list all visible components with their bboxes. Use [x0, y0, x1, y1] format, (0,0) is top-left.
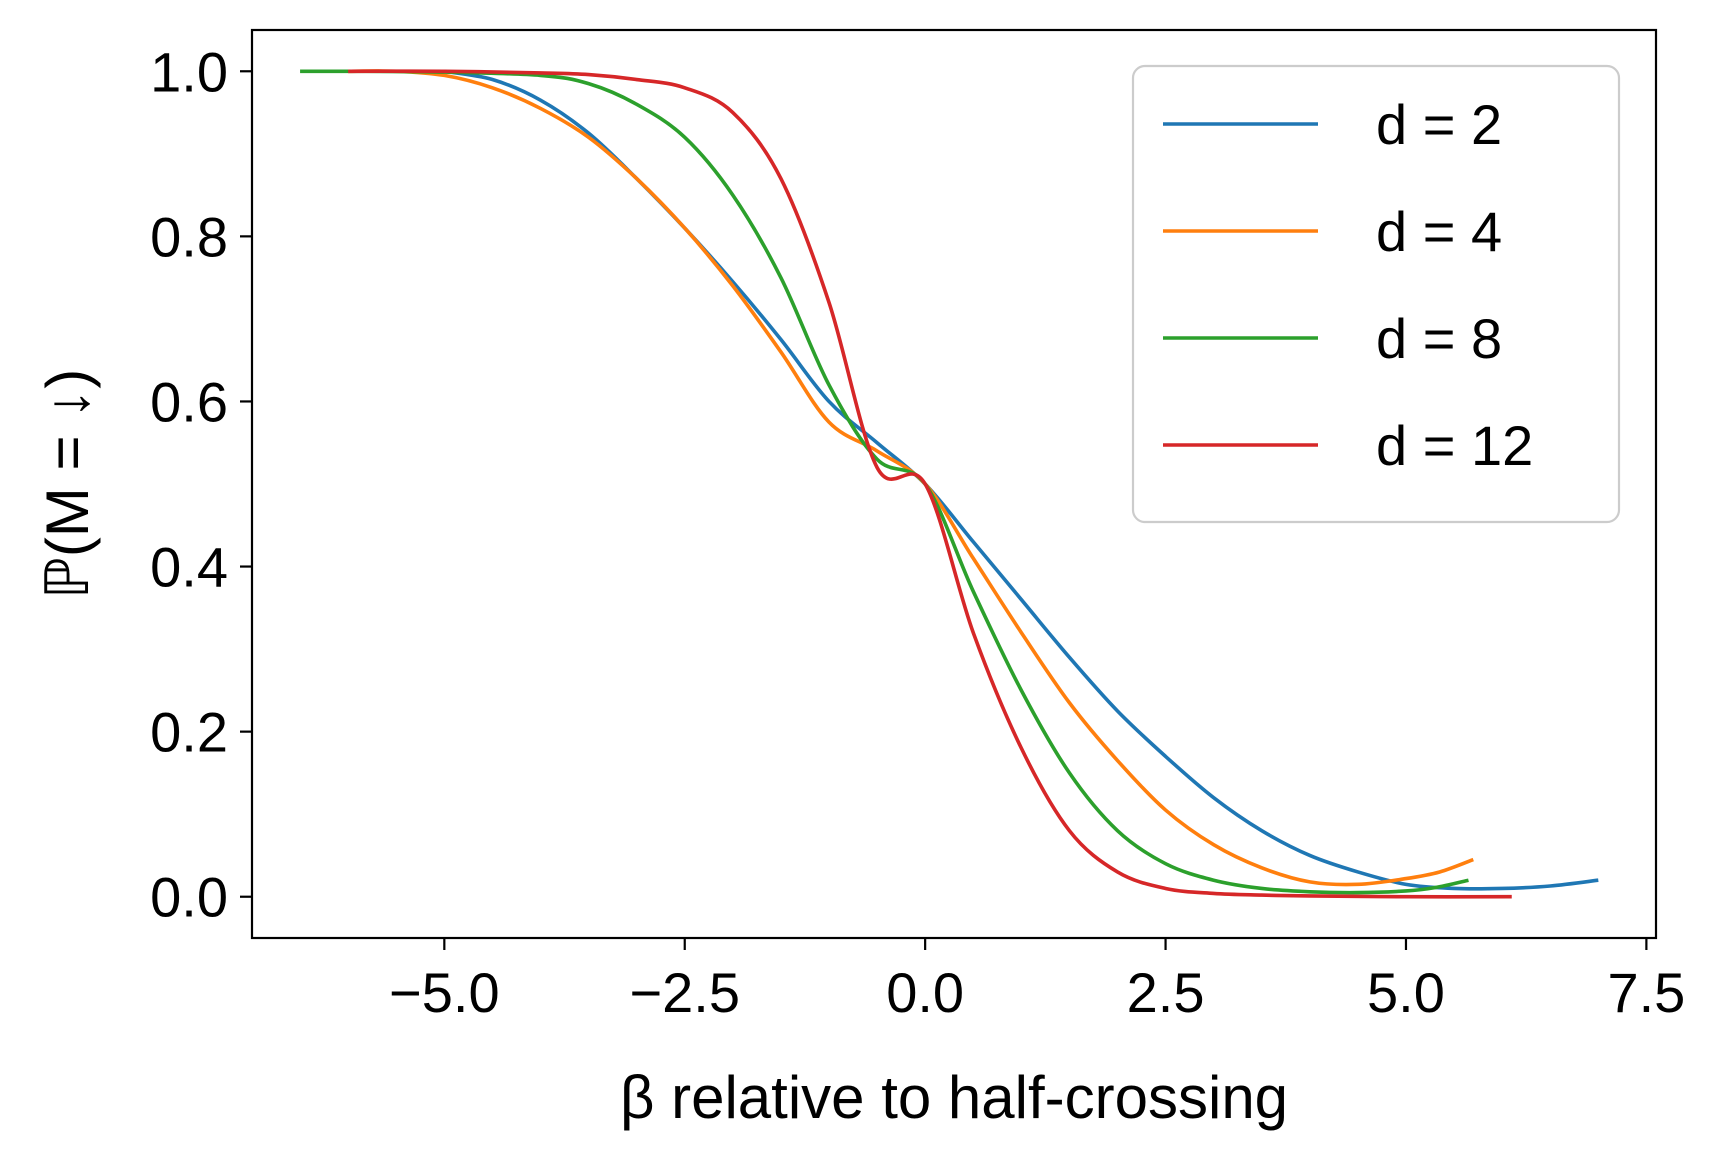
y-tick-label: 0.8	[150, 205, 228, 268]
x-tick-label: 2.5	[1127, 961, 1205, 1024]
x-tick-label: 5.0	[1367, 961, 1445, 1024]
series-line-4	[348, 69, 1512, 899]
x-tick-label: 0.0	[886, 961, 964, 1024]
y-axis-label: ℙ(M = ↓)	[34, 369, 101, 599]
y-tick-label: 0.6	[150, 370, 228, 433]
series-lines	[300, 69, 1599, 899]
legend-frame	[1131, 64, 1621, 524]
x-axis-label: β relative to half-crossing	[620, 1064, 1288, 1131]
y-tick-label: 0.0	[150, 866, 228, 929]
legend-label-3: d = 8	[1376, 307, 1502, 370]
legend-label-4: d = 12	[1376, 414, 1533, 477]
legend-label-2: d = 4	[1376, 200, 1502, 263]
plot-frame	[250, 28, 1658, 940]
x-tick-label: −2.5	[629, 961, 740, 1024]
x-tick-label: −5.0	[389, 961, 500, 1024]
x-axis-ticks: −5.0 −2.5 0.0 2.5 5.0 7.5	[389, 938, 1685, 1024]
y-tick-label: 1.0	[150, 40, 228, 103]
legend-label-1: d = 2	[1376, 93, 1502, 156]
legend: d = 2 d = 4 d = 8 d = 12	[1131, 64, 1621, 524]
y-tick-label: 0.4	[150, 536, 228, 599]
legend-items: d = 2 d = 4 d = 8 d = 12	[1163, 93, 1533, 477]
x-tick-label: 7.5	[1607, 961, 1685, 1024]
y-tick-label: 0.2	[150, 701, 228, 764]
y-axis-ticks: 0.0 0.2 0.4 0.6 0.8 1.0	[150, 40, 252, 929]
